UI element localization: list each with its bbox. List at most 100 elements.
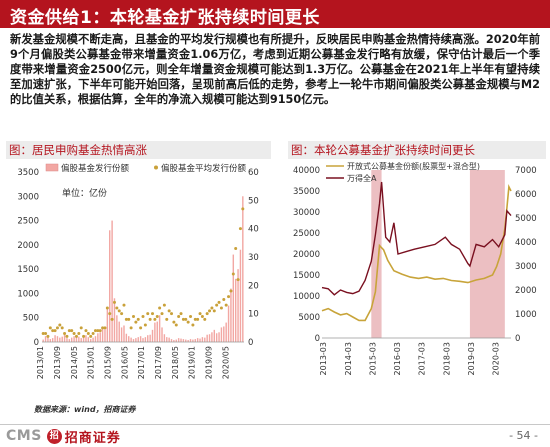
dot-point (238, 227, 242, 231)
right-chart: 0500010000150002000025000300003500040000… (293, 161, 537, 375)
y-right-tick-label: 20 (248, 281, 259, 291)
dot-point (110, 317, 114, 321)
dot-point (77, 332, 81, 335)
dot-point (172, 320, 176, 324)
dot-point (105, 306, 109, 310)
bar (227, 305, 230, 342)
dot-point (234, 247, 238, 250)
dot-point (82, 334, 86, 338)
dot-point (236, 278, 240, 282)
legend-label-wind-a: 万得全A (347, 173, 377, 183)
bar (211, 332, 213, 342)
bar (75, 337, 78, 342)
bar (113, 298, 116, 342)
series-line-fund-shares (321, 183, 512, 322)
dot-point (122, 303, 126, 307)
dot-point (210, 306, 214, 310)
x-tick-label: 2020/05 (221, 346, 230, 379)
footer-divider (0, 424, 550, 425)
bar (173, 340, 175, 342)
y-right-tick-label: 5000 (515, 214, 537, 224)
bar (135, 338, 137, 342)
dot-point (165, 317, 169, 321)
bar (147, 335, 149, 342)
bar (161, 327, 163, 342)
x-tick-label: 2013-03 (319, 342, 328, 375)
logo-mark-icon: 招 (46, 428, 62, 444)
x-tick-label: 2014/05 (70, 346, 79, 379)
x-tick-label: 2015/01 (87, 346, 96, 379)
bar (232, 254, 235, 342)
dot-point (115, 306, 119, 310)
dot-point (181, 317, 185, 321)
dot-point (148, 317, 152, 321)
bar (192, 339, 194, 342)
legend-label-bar: 偏股基金发行份额 (61, 163, 130, 174)
dot-point (93, 329, 97, 333)
bar (239, 249, 242, 342)
dot-point (229, 289, 233, 293)
bar (185, 339, 187, 342)
y-right-tick-label: 10 (248, 310, 259, 320)
x-tick-label: 2016/05 (120, 346, 129, 379)
x-tick-label: 2019/09 (205, 346, 214, 379)
dot-point (139, 326, 143, 330)
bar (42, 339, 44, 342)
bar (180, 338, 182, 342)
dot-point (101, 326, 105, 330)
bar (206, 334, 208, 342)
left-chart: 0 500 1000 1500 2000 2500 3000 3500 0 10 20 30 40 50 6… (17, 163, 259, 379)
legend-label-dot: 偏股基金平均发行份额 (161, 163, 247, 174)
series-line-wind-a (321, 181, 512, 296)
dot-point (184, 317, 188, 321)
dot-point (58, 323, 62, 327)
dot-point (191, 323, 195, 327)
dot-point (53, 329, 57, 333)
y-left-tick-label: 10000 (293, 292, 320, 302)
bar (123, 325, 125, 342)
dot-point (205, 312, 209, 316)
dot-point (170, 312, 174, 316)
dot-point (55, 326, 59, 330)
dot-point (129, 326, 133, 330)
bar (154, 322, 156, 342)
page-number: - 54 - (509, 429, 538, 442)
x-tick-label: 2018-03 (442, 342, 451, 375)
shaded-period (371, 170, 382, 338)
bar (220, 327, 223, 342)
y-left-tick-label: 1000 (17, 289, 39, 299)
dot-point (143, 323, 147, 327)
bar (80, 338, 82, 342)
y-right-tick-label: 60 (248, 168, 259, 178)
dot-point (46, 334, 50, 338)
dot-point (84, 329, 88, 333)
dot-point (162, 303, 166, 307)
dot-point (177, 315, 181, 318)
bar (47, 337, 49, 342)
dot-point (124, 317, 128, 321)
bar (189, 339, 192, 342)
dot-point (63, 332, 67, 335)
bar (187, 340, 189, 342)
dot-point (60, 326, 64, 330)
bar (237, 269, 239, 342)
bar (51, 338, 54, 342)
dot-point (70, 329, 74, 333)
x-tick-label: 2016-03 (393, 342, 402, 375)
logo-cms-text: CMS (6, 428, 42, 444)
bar (149, 334, 151, 342)
dot-point (151, 312, 155, 316)
logo-company-name: 招商证券 (64, 430, 121, 446)
bar (225, 322, 227, 342)
dot-point (189, 315, 193, 318)
dot-point (186, 320, 190, 324)
bar (68, 339, 71, 342)
bar (92, 337, 94, 342)
dot-point (167, 309, 171, 313)
dot-point (96, 329, 100, 333)
y-left-tick-label: 5000 (298, 313, 320, 323)
bar (87, 337, 90, 342)
bar (158, 315, 161, 342)
dot-point (179, 312, 183, 316)
dot-point (112, 300, 116, 304)
